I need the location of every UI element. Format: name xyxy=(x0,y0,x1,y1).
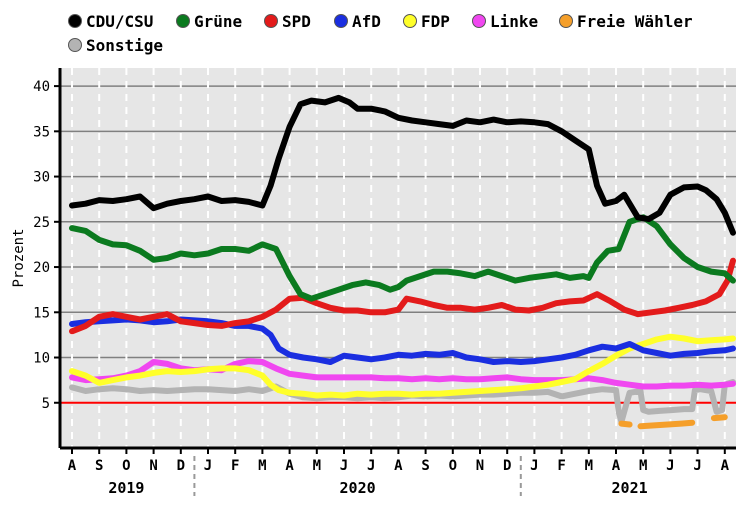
legend-label-spd: SPD xyxy=(282,12,311,31)
series-line-gr-ne xyxy=(69,214,736,302)
y-tick-label: 5 xyxy=(42,396,50,412)
y-tick-label: 25 xyxy=(33,215,50,231)
y-tick-label: 35 xyxy=(33,124,50,140)
y-axis-ticks: 5 10 15 20 25 30 35 40 xyxy=(33,79,60,412)
x-month-label: A xyxy=(68,458,77,474)
x-month-label: J xyxy=(666,458,674,474)
series-lines xyxy=(69,94,736,430)
legend-marker-linke xyxy=(472,14,486,28)
x-month-label: O xyxy=(122,458,130,474)
x-month-label: N xyxy=(476,458,484,474)
series-line-spd xyxy=(69,257,736,335)
legend-marker-gr-ne xyxy=(176,14,190,28)
legend-label-freie-w-hler: Freie Wähler xyxy=(577,12,693,31)
x-month-label: N xyxy=(149,458,157,474)
x-month-label: J xyxy=(693,458,701,474)
x-month-label: D xyxy=(503,458,511,474)
x-month-label: A xyxy=(612,458,621,474)
legend-marker-afd xyxy=(334,14,348,28)
year-label: 2019 xyxy=(108,479,144,497)
x-month-label: J xyxy=(340,458,348,474)
series-line-freie-w-hler xyxy=(618,420,633,428)
x-month-label: S xyxy=(421,458,429,474)
legend-marker-spd xyxy=(264,14,278,28)
y-tick-label: 20 xyxy=(33,260,50,276)
chart-legend: CDU/CSU Grüne SPD AfD FDP Linke Freie Wähler So… xyxy=(68,12,693,55)
series-line-linke xyxy=(69,358,736,390)
x-month-label: J xyxy=(204,458,212,474)
x-month-label: F xyxy=(231,458,239,474)
legend-label-linke: Linke xyxy=(490,12,538,31)
x-month-label: M xyxy=(258,458,266,474)
x-month-label: J xyxy=(367,458,375,474)
legend-label-fdp: FDP xyxy=(421,12,450,31)
series-line-freie-w-hler xyxy=(637,419,696,430)
x-axis-year-labels: 2019 2020 2021 xyxy=(108,456,648,497)
legend-marker-fdp xyxy=(403,14,417,28)
x-month-label: O xyxy=(449,458,457,474)
y-axis-label: Prozent xyxy=(11,228,27,287)
x-month-label: D xyxy=(177,458,185,474)
x-month-label: S xyxy=(95,458,103,474)
x-month-label: A xyxy=(721,458,730,474)
legend-marker-freie-w-hler xyxy=(559,14,573,28)
legend-marker-cdu-csu xyxy=(68,14,82,28)
y-tick-label: 30 xyxy=(33,170,50,186)
legend-label-afd: AfD xyxy=(352,12,381,31)
series-line-cdu-csu xyxy=(69,94,736,236)
x-month-label: M xyxy=(313,458,321,474)
y-tick-label: 15 xyxy=(33,305,50,321)
x-month-label: A xyxy=(394,458,403,474)
x-month-label: M xyxy=(639,458,647,474)
x-month-label: M xyxy=(585,458,593,474)
series-line-sonstige xyxy=(69,379,736,425)
legend-marker-sonstige xyxy=(68,38,82,52)
x-month-label: F xyxy=(557,458,565,474)
y-tick-label: 10 xyxy=(33,351,50,367)
legend-label-cdu-csu: CDU/CSU xyxy=(86,12,153,31)
legend-label-gr-ne: Grüne xyxy=(194,12,242,31)
series-line-freie-w-hler xyxy=(710,414,728,422)
x-month-label: A xyxy=(285,458,294,474)
year-label: 2020 xyxy=(340,479,376,497)
y-tick-label: 40 xyxy=(33,79,50,95)
series-line-fdp xyxy=(69,333,736,399)
legend-label-sonstige: Sonstige xyxy=(86,36,163,55)
x-month-label: J xyxy=(530,458,538,474)
year-label: 2021 xyxy=(612,479,648,497)
